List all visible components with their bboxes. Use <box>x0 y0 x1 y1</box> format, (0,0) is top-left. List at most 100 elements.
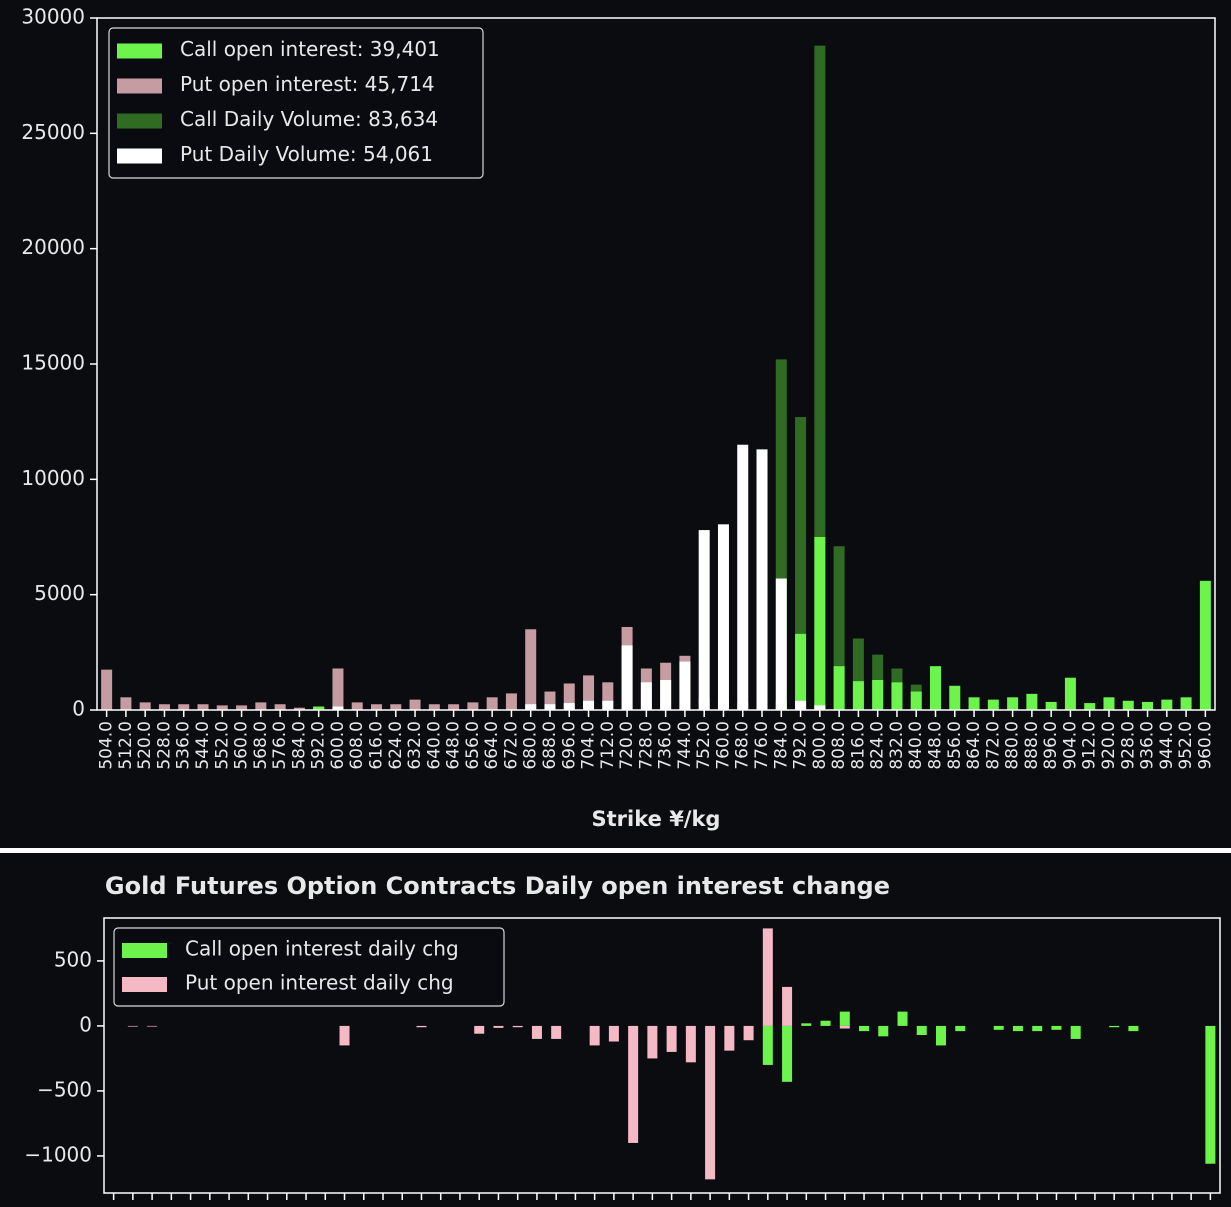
legend-label: Call open interest: 39,401 <box>180 37 440 61</box>
x-tick-label: 600.0 <box>328 721 348 770</box>
bar <box>647 1025 658 1059</box>
bar <box>1180 697 1192 710</box>
x-tick-label: 584.0 <box>289 721 309 770</box>
x-tick-label: 504.0 <box>97 721 117 770</box>
x-tick-label: 712.0 <box>598 721 618 770</box>
x-tick-label: 720.0 <box>617 721 637 770</box>
x-tick-label: 568.0 <box>251 721 271 770</box>
legend-swatch <box>117 43 162 59</box>
y-tick-label: 20000 <box>21 235 85 259</box>
bar <box>737 444 749 710</box>
bar <box>293 707 305 710</box>
bar <box>949 685 961 710</box>
bar <box>1109 1025 1120 1028</box>
x-tick-label: 848.0 <box>926 721 946 770</box>
bar <box>197 704 209 710</box>
x-tick-label: 888.0 <box>1022 721 1042 770</box>
bar <box>762 1025 773 1065</box>
x-tick-label: 864.0 <box>964 721 984 770</box>
bar <box>724 1025 735 1051</box>
x-axis-label: Strike ¥/kg <box>592 807 721 831</box>
bar <box>448 704 460 710</box>
x-tick-label: 744.0 <box>675 721 695 770</box>
bar <box>608 1025 619 1042</box>
bar <box>801 1023 812 1026</box>
x-tick-label: 512.0 <box>116 721 136 770</box>
x-tick-label: 904.0 <box>1060 721 1080 770</box>
x-tick-label: 856.0 <box>945 721 965 770</box>
bar <box>486 697 498 710</box>
x-tick-label: 608.0 <box>347 721 367 770</box>
bar <box>1032 1025 1043 1032</box>
bar <box>351 702 363 710</box>
y-tick-label: 15000 <box>21 351 85 375</box>
bar <box>531 1025 542 1039</box>
y-tick-label: 25000 <box>21 120 85 144</box>
legend-swatch <box>122 943 167 958</box>
x-tick-label: 776.0 <box>752 721 772 770</box>
x-tick-label: 736.0 <box>656 721 676 770</box>
x-tick-label: 808.0 <box>829 721 849 770</box>
x-tick-label: 688.0 <box>540 721 560 770</box>
x-tick-label: 824.0 <box>868 721 888 770</box>
bar <box>525 629 537 710</box>
bar <box>705 1025 716 1180</box>
bar <box>936 1025 946 1046</box>
bar <box>782 986 793 1026</box>
bar <box>968 697 980 710</box>
bar <box>987 699 999 710</box>
y-tick-label: 10000 <box>21 466 85 490</box>
legend-box <box>108 27 484 179</box>
bar <box>872 680 884 710</box>
x-tick-label: 520.0 <box>135 721 155 770</box>
bar <box>852 681 864 710</box>
bar <box>409 699 421 710</box>
bar <box>795 633 807 710</box>
x-tick-label: 552.0 <box>212 721 232 770</box>
bar <box>158 704 170 710</box>
bar <box>916 1025 927 1036</box>
x-tick-label: 784.0 <box>771 721 791 770</box>
legend-swatch <box>117 148 162 164</box>
bar <box>332 706 344 710</box>
bar <box>178 704 190 710</box>
bar <box>1012 1025 1023 1032</box>
plot-frame <box>103 917 1221 1194</box>
bar <box>474 1025 485 1034</box>
bar <box>628 1025 639 1143</box>
x-tick-label: 704.0 <box>579 721 599 770</box>
x-tick-label: 760.0 <box>713 721 733 770</box>
x-tick-label: 840.0 <box>906 721 926 770</box>
x-tick-label: 920.0 <box>1099 721 1119 770</box>
x-tick-label: 752.0 <box>694 721 714 770</box>
bar <box>685 1025 696 1063</box>
x-tick-label: 536.0 <box>174 721 194 770</box>
bar <box>493 1025 504 1028</box>
plot-frame <box>96 17 1216 711</box>
legend-label: Call open interest daily chg <box>185 937 459 961</box>
x-tick-label: 728.0 <box>636 721 656 770</box>
bar <box>1103 697 1115 710</box>
x-tick-label: 816.0 <box>848 721 868 770</box>
bar <box>602 700 614 710</box>
bar <box>910 691 922 710</box>
x-tick-label: 592.0 <box>309 721 329 770</box>
x-tick-label: 680.0 <box>521 721 541 770</box>
bar <box>1122 700 1134 710</box>
bar <box>640 682 652 710</box>
legend-label: Put open interest: 45,714 <box>180 72 435 96</box>
bar <box>897 1011 908 1026</box>
divider <box>0 848 1231 853</box>
bar <box>621 645 633 710</box>
bar <box>814 705 826 710</box>
bar <box>332 668 344 710</box>
x-tick-label: 672.0 <box>501 721 521 770</box>
bar <box>1084 703 1096 710</box>
bar <box>544 691 556 710</box>
bar <box>563 683 575 710</box>
bar <box>820 1020 831 1026</box>
x-tick-label: 912.0 <box>1080 721 1100 770</box>
x-tick-label: 544.0 <box>193 721 213 770</box>
bar <box>717 524 729 710</box>
